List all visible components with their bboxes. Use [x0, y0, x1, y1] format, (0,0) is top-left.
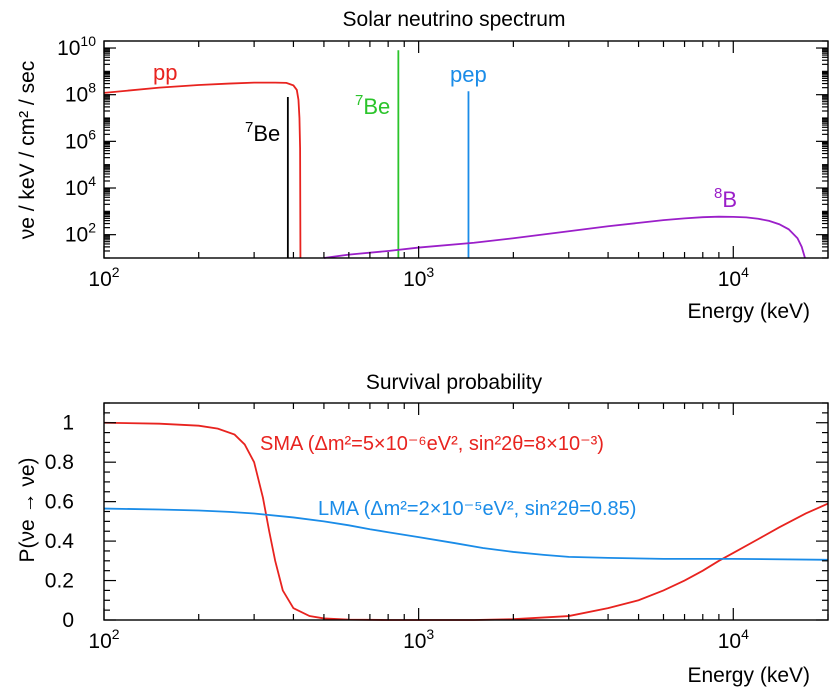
survival-y-tick-label: 1 [62, 412, 74, 435]
pp-spectrum-line [103, 81, 302, 259]
survival-y-tick-label: 0 [62, 609, 74, 632]
spectrum-y-tick-label: 1010 [57, 33, 96, 60]
spectrum-y-tick-label: 104 [65, 173, 96, 200]
lma-label: LMA (Δm²=2×10⁻⁵eV², sin²2θ=0.85) [318, 498, 636, 520]
be7-384-label: 7Be [245, 119, 280, 146]
survival-x-tick-label: 103 [403, 626, 434, 653]
spectrum-x-tick-label: 102 [88, 264, 119, 291]
survival-title: Survival probability [366, 371, 543, 394]
spectrum-y-tick-label: 108 [65, 80, 96, 107]
spectrum-plot-frame [103, 40, 829, 259]
spectrum-x-tick-label: 103 [403, 264, 434, 291]
sma-label: SMA (Δm²=5×10⁻⁶eV², sin²2θ=8×10⁻³) [260, 433, 604, 455]
be7-862-label: 7Be [355, 92, 390, 119]
survival-y-tick-label: 0.8 [45, 451, 74, 474]
survival-y-axis-label: P(νe → νe) [16, 457, 39, 562]
b8-spectrum-line [323, 215, 806, 259]
survival-x-tick-label: 102 [88, 626, 119, 653]
survival-plot-frame [103, 402, 829, 621]
pp-label: pp [153, 60, 177, 85]
lma-curve [103, 507, 829, 561]
spectrum-y-tick-label: 106 [65, 126, 96, 153]
survival-y-tick-label: 0.4 [45, 530, 75, 553]
spectrum-x-axis-label: Energy (keV) [687, 300, 810, 323]
survival-y-tick-label: 0.6 [45, 491, 74, 514]
survival-y-tick-label: 0.2 [45, 570, 74, 593]
b8-label: 8B [714, 185, 737, 212]
survival-panel: Survival probability 102 103 104 0 0.2 0.4 0.6… [16, 371, 829, 687]
spectrum-y-axis-label: νe / keV / cm² / sec [16, 61, 39, 240]
pep-label: pep [450, 62, 487, 87]
spectrum-panel: Solar neutrino spectrum 102 103 104 102 104 1… [16, 8, 829, 323]
spectrum-x-tick-label: 104 [718, 264, 749, 291]
spectrum-y-tick-label: 102 [65, 220, 96, 247]
spectrum-title: Solar neutrino spectrum [343, 8, 566, 31]
survival-x-tick-label: 104 [718, 626, 749, 653]
survival-x-axis-label: Energy (keV) [687, 664, 810, 687]
